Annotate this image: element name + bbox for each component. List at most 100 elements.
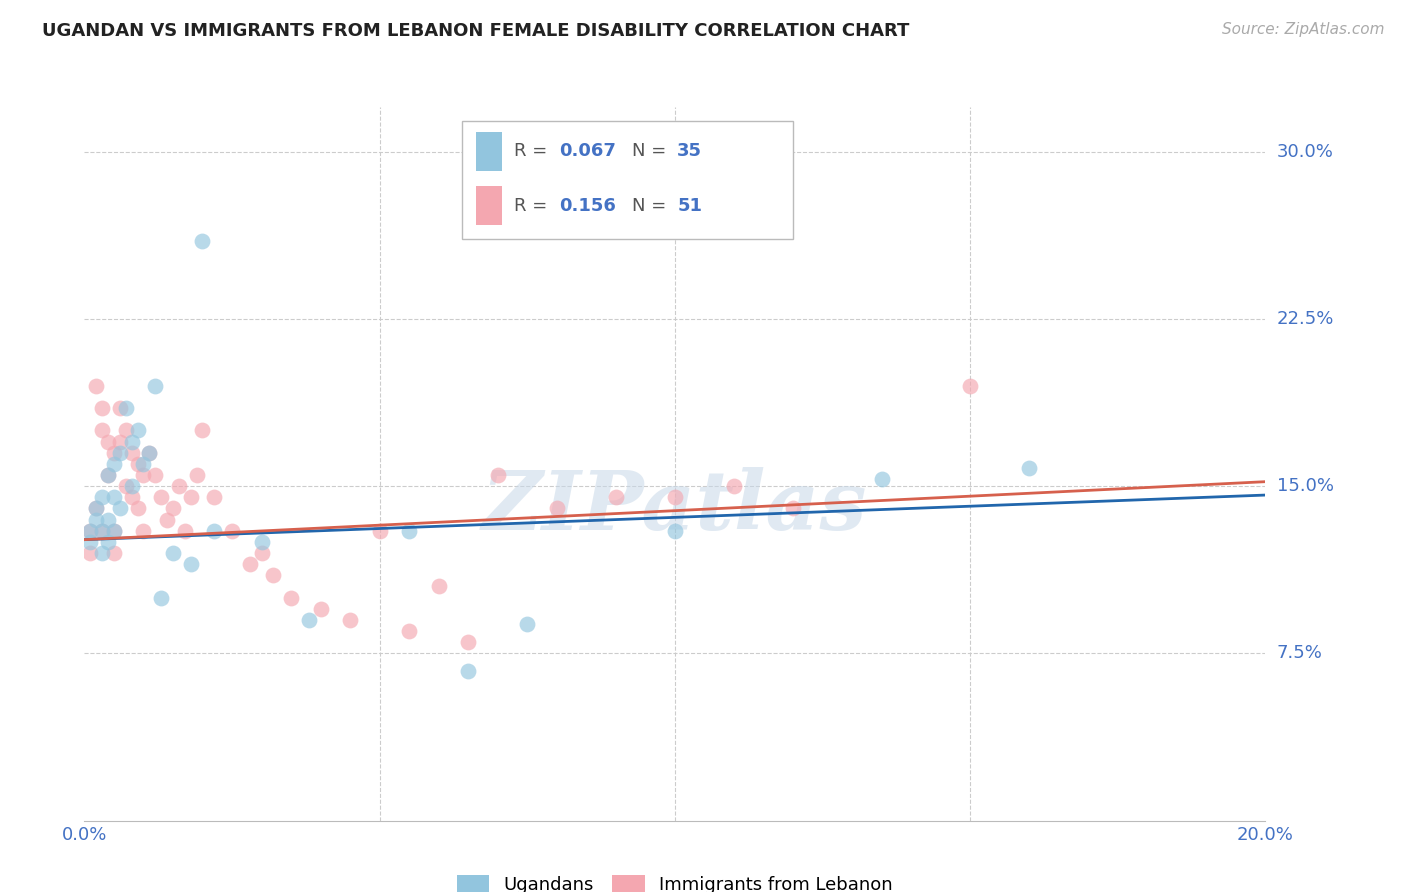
Point <box>108 401 131 416</box>
Point <box>103 491 125 505</box>
Point <box>103 445 125 460</box>
Point <box>1018 461 1040 475</box>
Point <box>97 512 120 526</box>
Point <box>516 617 538 632</box>
Point <box>121 479 143 493</box>
Point <box>398 524 420 538</box>
Point <box>79 524 101 538</box>
Text: ZIPatlas: ZIPatlas <box>482 467 868 547</box>
Point <box>121 445 143 460</box>
Point <box>91 524 114 538</box>
Text: 15.0%: 15.0% <box>1277 477 1333 495</box>
Point <box>91 524 114 538</box>
Point <box>132 467 155 482</box>
Text: N =: N = <box>633 196 672 214</box>
Point <box>298 613 321 627</box>
Point <box>150 591 173 605</box>
Point <box>162 501 184 516</box>
Point <box>121 434 143 449</box>
Point <box>427 580 450 594</box>
Point <box>97 467 120 482</box>
Text: 22.5%: 22.5% <box>1277 310 1334 328</box>
Point <box>114 424 136 438</box>
Point <box>91 546 114 560</box>
Text: 51: 51 <box>678 196 702 214</box>
Point <box>97 434 120 449</box>
Point <box>546 501 568 516</box>
Point <box>191 234 214 248</box>
Point <box>180 491 202 505</box>
Point <box>84 378 107 392</box>
Point <box>138 445 160 460</box>
Point <box>91 401 114 416</box>
Point <box>239 557 262 572</box>
Point <box>138 445 160 460</box>
Text: N =: N = <box>633 143 672 161</box>
Point <box>143 378 166 392</box>
Point <box>664 491 686 505</box>
Text: Source: ZipAtlas.com: Source: ZipAtlas.com <box>1222 22 1385 37</box>
Point <box>959 378 981 392</box>
Point <box>162 546 184 560</box>
Point <box>486 467 509 482</box>
Point <box>84 501 107 516</box>
Point <box>664 524 686 538</box>
Point <box>79 546 101 560</box>
Point <box>103 524 125 538</box>
Point <box>309 602 332 616</box>
Point <box>127 424 149 438</box>
Point <box>150 491 173 505</box>
Point <box>79 534 101 549</box>
Legend: Ugandans, Immigrants from Lebanon: Ugandans, Immigrants from Lebanon <box>457 875 893 892</box>
Point <box>173 524 195 538</box>
Point <box>202 524 225 538</box>
Text: 30.0%: 30.0% <box>1277 143 1333 161</box>
Point <box>84 512 107 526</box>
FancyBboxPatch shape <box>477 186 502 225</box>
Point <box>250 534 273 549</box>
Point <box>114 401 136 416</box>
Point <box>91 424 114 438</box>
Text: 35: 35 <box>678 143 702 161</box>
Point <box>103 524 125 538</box>
Point <box>132 457 155 471</box>
Point <box>723 479 745 493</box>
Point <box>870 473 893 487</box>
Point <box>91 491 114 505</box>
Point <box>221 524 243 538</box>
Point <box>121 491 143 505</box>
Point <box>191 424 214 438</box>
Point <box>167 479 190 493</box>
Text: R =: R = <box>515 143 553 161</box>
Point <box>79 524 101 538</box>
Point <box>457 635 479 649</box>
Point <box>127 457 149 471</box>
Point <box>368 524 391 538</box>
Point <box>280 591 302 605</box>
Text: UGANDAN VS IMMIGRANTS FROM LEBANON FEMALE DISABILITY CORRELATION CHART: UGANDAN VS IMMIGRANTS FROM LEBANON FEMAL… <box>42 22 910 40</box>
Point <box>108 445 131 460</box>
Point <box>605 491 627 505</box>
Point <box>782 501 804 516</box>
Point <box>97 467 120 482</box>
Point <box>186 467 208 482</box>
Text: 0.156: 0.156 <box>560 196 616 214</box>
Point <box>262 568 284 582</box>
Point <box>103 457 125 471</box>
Point <box>180 557 202 572</box>
FancyBboxPatch shape <box>477 132 502 171</box>
FancyBboxPatch shape <box>463 121 793 239</box>
Text: 0.067: 0.067 <box>560 143 616 161</box>
Point <box>457 664 479 679</box>
Text: R =: R = <box>515 196 553 214</box>
Point <box>103 546 125 560</box>
Text: 7.5%: 7.5% <box>1277 644 1323 663</box>
Point <box>339 613 361 627</box>
Point <box>202 491 225 505</box>
Point <box>250 546 273 560</box>
Point <box>84 501 107 516</box>
Point <box>108 434 131 449</box>
Point <box>156 512 179 526</box>
Point <box>114 479 136 493</box>
Point <box>127 501 149 516</box>
